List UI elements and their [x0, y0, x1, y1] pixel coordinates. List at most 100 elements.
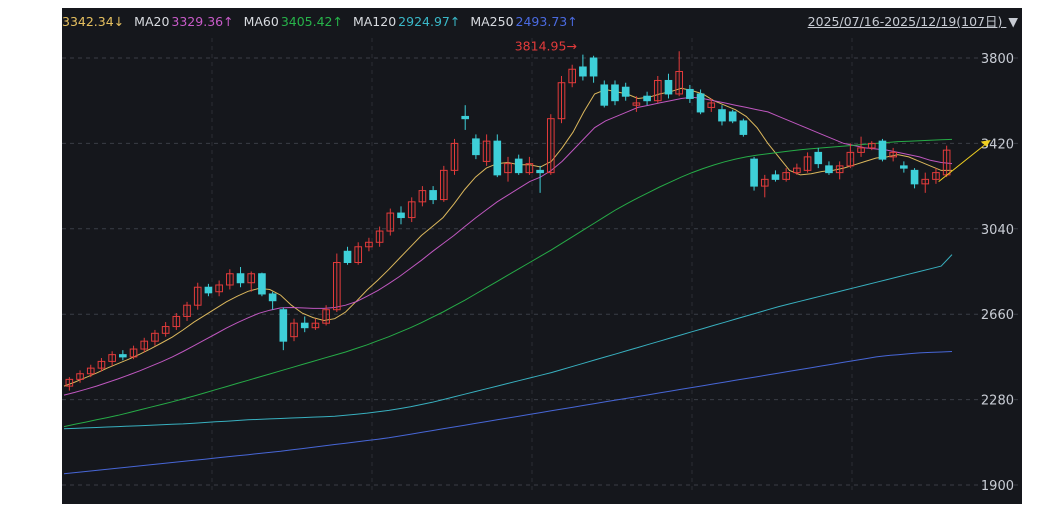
candle-body-74	[857, 147, 865, 153]
candle-body-69	[803, 156, 812, 171]
candle-body-63	[739, 120, 748, 135]
candle-body-32	[407, 201, 416, 219]
ma-legend: 3342.34↓ MA20 3329.36↑ MA60 3405.42↑ MA120…	[62, 12, 584, 32]
legend-ma120-label: MA120	[352, 14, 397, 29]
y-tick-label-5: 1900	[981, 479, 1014, 494]
trend-arrow-line	[938, 143, 987, 182]
y-tick-label-2: 3040	[981, 223, 1014, 238]
candle-body-37	[461, 115, 470, 120]
y-tick-label-4: 2280	[981, 394, 1014, 409]
candle-body-77	[889, 151, 897, 158]
y-tick-label-3: 2660	[981, 308, 1014, 323]
ma250-line	[63, 351, 953, 475]
candle-body-0	[65, 378, 74, 387]
candle-body-24	[322, 309, 330, 324]
candle-body-20	[279, 309, 288, 342]
candle-body-44	[536, 169, 544, 174]
candle-body-38	[472, 138, 480, 156]
candle-body-31	[397, 212, 405, 219]
candle-body-5	[119, 354, 127, 358]
legend-ma20-value: 3329.36↑	[171, 14, 234, 29]
date-range-text: 2025/07/16-2025/12/19(107日)	[807, 14, 1003, 29]
candle-body-12	[193, 286, 202, 306]
candle-body-16	[236, 273, 245, 284]
candle-body-40	[493, 140, 502, 176]
candle-body-33	[418, 190, 427, 203]
legend-ma60-value: 3405.42↑	[280, 14, 343, 29]
candle-body-65	[760, 178, 769, 187]
candle-body-3	[97, 360, 106, 369]
candle-body-23	[311, 322, 320, 329]
candle-body-35	[439, 169, 448, 201]
trend-arrow-head	[980, 140, 991, 147]
candle-body-47	[568, 68, 577, 84]
candle-body-68	[793, 167, 801, 174]
candle-body-54	[643, 95, 651, 102]
legend-ma60-label: MA60	[243, 14, 279, 29]
candle-body-53	[632, 102, 641, 106]
candle-body-57	[675, 70, 683, 95]
candle-body-13	[204, 286, 213, 294]
candle-body-52	[621, 86, 630, 97]
legend-ma10-value: 3342.34↓	[62, 14, 125, 29]
ma120-line	[63, 254, 953, 430]
candle-body-66	[771, 174, 780, 180]
candle-body-72	[835, 165, 844, 174]
candle-body-11	[183, 304, 191, 317]
candle-body-81	[932, 172, 940, 180]
candle-body-46	[557, 82, 566, 120]
candle-body-9	[161, 326, 170, 334]
candle-body-71	[825, 165, 833, 174]
candle-body-50	[600, 84, 609, 106]
candle-body-80	[921, 178, 930, 185]
candle-body-67	[782, 172, 790, 180]
candle-body-56	[664, 79, 673, 95]
candle-body-58	[686, 88, 694, 99]
date-range-selector[interactable]: 2025/07/16-2025/12/19(107日) ▼	[808, 12, 1018, 32]
triangle-down-icon[interactable]: ▼	[1008, 14, 1018, 29]
candle-body-43	[525, 163, 534, 174]
legend-ma250-label: MA250	[470, 14, 514, 29]
candle-body-41	[504, 163, 512, 174]
candle-body-7	[140, 340, 149, 350]
candle-body-14	[215, 284, 223, 293]
y-tick-label-0: 3800	[981, 52, 1014, 67]
ma20-line	[63, 96, 953, 396]
candle-body-39	[482, 140, 491, 162]
candle-body-62	[728, 111, 737, 122]
candle-body-22	[300, 322, 309, 329]
candle-body-30	[386, 212, 395, 232]
candle-body-78	[900, 165, 908, 169]
candle-body-61	[718, 109, 726, 122]
candle-body-27	[354, 246, 363, 264]
candle-body-49	[589, 57, 598, 77]
candle-body-34	[429, 190, 437, 201]
candle-body-18	[258, 273, 266, 295]
legend-ma20-label: MA20	[134, 14, 170, 29]
candle-body-25	[333, 262, 341, 311]
chart-panel[interactable]: 3800 3420 3040 2660 2280 1900 3814.95→ 3342.34…	[62, 8, 1022, 504]
candle-body-70	[814, 151, 823, 165]
candle-body-36	[450, 142, 459, 171]
candle-body-2	[86, 367, 95, 375]
candle-body-64	[750, 158, 758, 187]
candle-body-73	[846, 151, 855, 167]
legend-ma120-value: 2924.97↑	[398, 14, 461, 29]
max-price-annotation: 3814.95→	[515, 39, 577, 54]
candle-body-15	[226, 273, 234, 286]
legend-ma250-value: 2493.73↑	[515, 14, 578, 29]
candle-body-75	[867, 142, 876, 149]
candle-body-45	[546, 118, 555, 174]
candle-body-21	[290, 322, 298, 338]
candle-body-76	[878, 140, 887, 160]
candle-body-26	[343, 250, 352, 264]
candle-body-42	[514, 158, 523, 174]
candle-body-1	[76, 373, 84, 380]
candle-body-55	[653, 79, 662, 102]
candle-body-8	[151, 332, 159, 342]
candle-body-4	[108, 354, 116, 362]
candle-body-29	[375, 230, 384, 243]
candle-body-79	[910, 169, 919, 185]
candle-body-60	[707, 102, 716, 108]
